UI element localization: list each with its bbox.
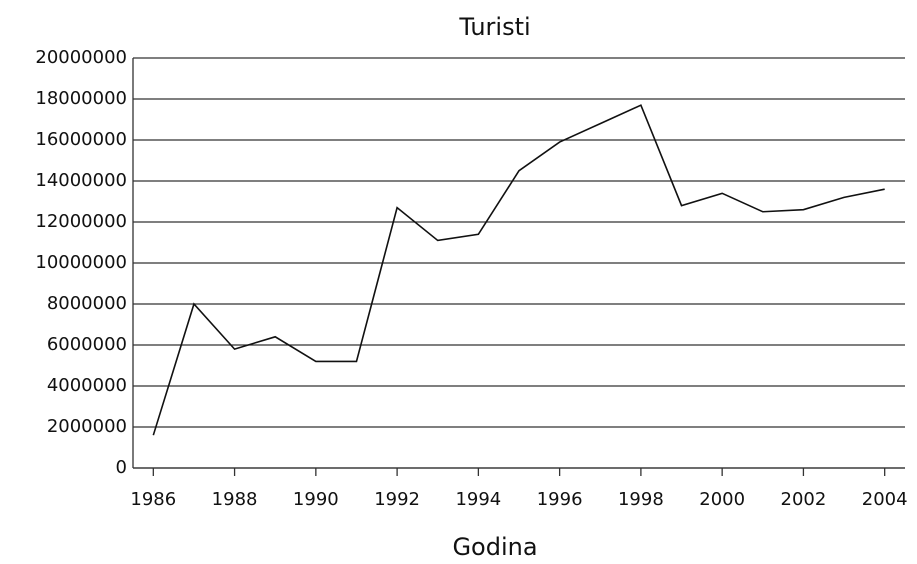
x-tick-label: 1994 xyxy=(455,489,501,510)
y-tick-label: 8000000 xyxy=(47,293,127,314)
x-tick-label: 2002 xyxy=(781,489,827,510)
x-tick-label: 1988 xyxy=(212,489,258,510)
y-tick-label: 18000000 xyxy=(35,88,127,109)
y-tick-label: 16000000 xyxy=(35,129,127,150)
x-tick-label: 1998 xyxy=(618,489,664,510)
x-tick-label: 1986 xyxy=(130,489,176,510)
y-tick-label: 0 xyxy=(116,457,127,478)
y-tick-label: 14000000 xyxy=(35,170,127,191)
x-tick-label: 1990 xyxy=(293,489,339,510)
data-line xyxy=(152,104,885,436)
y-tick-label: 20000000 xyxy=(35,47,127,68)
x-tick-label: 1996 xyxy=(537,489,583,510)
y-tick-label: 10000000 xyxy=(35,252,127,273)
x-tick-label: 1992 xyxy=(374,489,420,510)
y-tick-label: 2000000 xyxy=(47,416,127,437)
x-tick-label: 2000 xyxy=(699,489,745,510)
y-tick-label: 6000000 xyxy=(47,334,127,355)
y-tick-label: 4000000 xyxy=(47,375,127,396)
x-axis-label: Godina xyxy=(452,533,537,561)
y-tick-label: 12000000 xyxy=(35,211,127,232)
x-tick-label: 2004 xyxy=(862,489,908,510)
chart-title: Turisti xyxy=(458,13,530,41)
